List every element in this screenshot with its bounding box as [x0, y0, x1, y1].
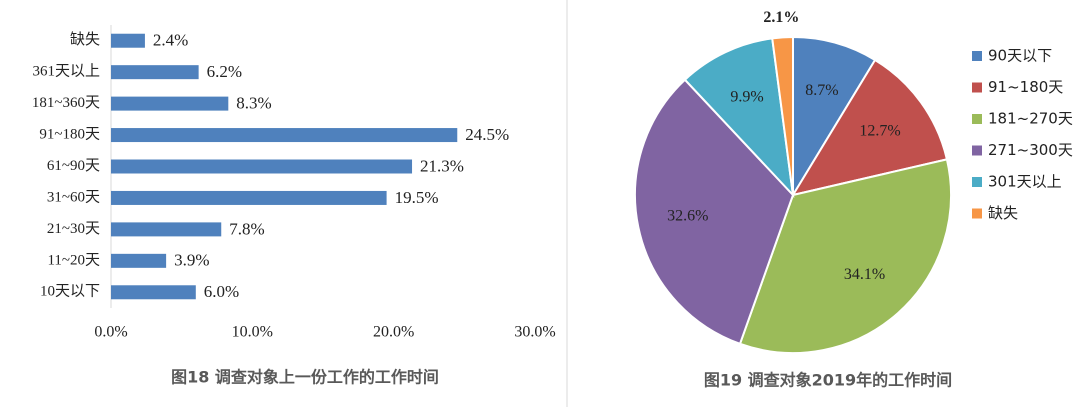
- legend-label: 271~300天: [988, 141, 1073, 159]
- data-label: 9.9%: [730, 89, 763, 106]
- bar: [111, 222, 222, 237]
- y-tick-label: 缺失: [70, 31, 100, 48]
- data-label: 3.9%: [174, 251, 209, 270]
- legend-swatch: [972, 145, 982, 156]
- y-tick-label: 21~30天: [47, 221, 100, 237]
- legend-label: 91~180天: [988, 78, 1063, 96]
- data-label: 32.6%: [667, 208, 708, 225]
- legend-swatch: [972, 208, 982, 219]
- y-tick-label: 11~20天: [47, 252, 100, 268]
- bar: [111, 190, 387, 205]
- pie-slice: [634, 78, 795, 346]
- pie-slice: [790, 58, 949, 197]
- x-tick-label: 30.0%: [514, 324, 555, 341]
- y-tick-label: 31~60天: [47, 189, 100, 205]
- pie-slice: [738, 158, 952, 354]
- bar: [111, 96, 229, 111]
- data-label: 8.7%: [805, 82, 838, 99]
- y-tick-label: 361天以上: [32, 63, 100, 80]
- data-label: 19.5%: [395, 188, 439, 207]
- data-label: 7.8%: [229, 219, 264, 238]
- data-label: 6.0%: [204, 282, 239, 301]
- data-label: 8.3%: [236, 94, 271, 113]
- x-tick-label: 20.0%: [373, 324, 414, 341]
- bar: [111, 159, 413, 174]
- data-label: 2.4%: [153, 31, 188, 50]
- pie-slice: [771, 35, 794, 196]
- legend-swatch: [972, 51, 982, 61]
- data-label: 21.3%: [420, 156, 464, 175]
- data-label: 12.7%: [859, 123, 900, 140]
- y-tick-label: 91~180天: [39, 126, 100, 142]
- legend-swatch: [972, 82, 982, 93]
- legend-label: 301天以上: [988, 173, 1062, 191]
- y-tick-label: 61~90天: [47, 158, 100, 174]
- bar: [111, 285, 196, 300]
- legend-swatch: [972, 114, 982, 124]
- x-tick-label: 0.0%: [94, 324, 127, 341]
- data-label: 24.5%: [465, 125, 509, 144]
- legend-label: 90天以下: [988, 47, 1052, 65]
- legend-swatch: [972, 177, 982, 187]
- legend-label: 缺失: [988, 204, 1018, 222]
- y-tick-label: 10天以下: [40, 284, 100, 300]
- pie-slice: [683, 37, 795, 198]
- data-label: 34.1%: [844, 266, 885, 283]
- legend-label: 181~270天: [988, 110, 1073, 128]
- chart-title: 图18 调查对象上一份工作的工作时间: [171, 368, 439, 387]
- bar: [111, 128, 458, 143]
- pie-slice: [792, 35, 877, 199]
- data-label: 2.1%: [763, 9, 799, 26]
- bar: [111, 253, 167, 268]
- data-label: 6.2%: [207, 62, 242, 81]
- chart-title: 图19 调查对象2019年的工作时间: [704, 371, 952, 390]
- y-tick-label: 181~360天: [32, 95, 100, 111]
- bar: [111, 33, 145, 48]
- x-tick-label: 10.0%: [232, 324, 273, 341]
- bar: [111, 65, 199, 80]
